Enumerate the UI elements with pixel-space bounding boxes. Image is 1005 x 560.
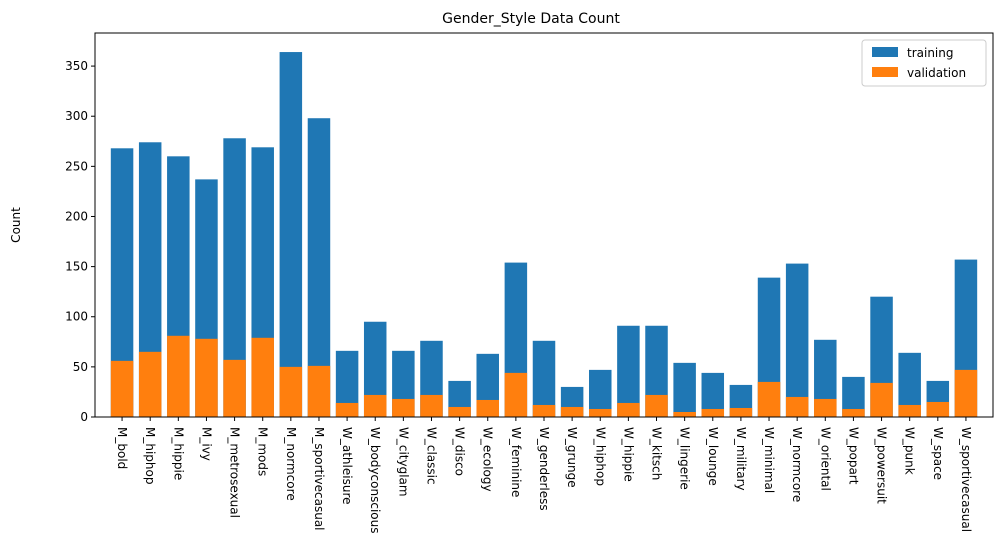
bar-training-W_normcore [785,263,809,417]
bar-validation-M_normcore [279,366,303,417]
x-tick-label: W_feminine [509,427,523,497]
bar-training-W_lingerie [673,362,696,417]
x-tick-label: W_oriental [818,427,832,491]
bar-training-M_hiphop [138,142,162,417]
y-tick-label: 50 [73,360,88,374]
x-tick-label: M_hiphop [143,427,157,484]
bar-validation-W_athleisure [335,402,359,417]
x-tick-label: W_disco [453,427,467,476]
legend-swatch-training [872,47,898,57]
bar-validation-W_hippie [617,402,640,417]
bar-validation-W_space [926,401,950,417]
x-tick-label: W_sportivecasual [959,427,973,532]
bar-validation-W_military [729,407,753,417]
x-tick-label: W_hiphop [593,427,607,486]
bar-training-W_bodyconscious [363,321,387,417]
x-tick-label: W_punk [903,427,917,475]
bar-training-W_hiphop [589,369,612,417]
bar-training-W_popart [842,376,865,417]
bar-validation-M_hiphop [138,351,162,417]
x-tick-label: W_ecology [481,427,495,492]
bar-validation-W_classic [420,394,443,417]
bar-validation-M_mods [251,337,274,417]
bar-validation-W_ecology [476,399,499,417]
x-tick-label: M_sportivecasual [312,427,326,531]
legend-swatch-validation [872,67,898,77]
y-axis: 0 50 100 150 200 250 300 350 [65,59,95,424]
x-tick-label: W_lingerie [678,427,692,490]
y-tick-label: 0 [80,410,88,424]
x-tick-label: W_classic [424,427,438,485]
bar-validation-W_normcore [785,396,809,417]
y-tick-label: 300 [65,109,88,123]
bar-validation-W_lingerie [673,411,696,417]
chart-title: Gender_Style Data Count [442,11,620,27]
bar-validation-W_punk [898,404,921,417]
x-tick-label: W_minimal [762,427,776,493]
bar-validation-M_hippie [167,335,190,417]
x-axis: M_bold M_hiphop M_hippie M_ivy M_metrosexual… [115,417,973,533]
y-axis-label: Count [9,207,23,243]
bar-training-M_sportivecasual [307,118,331,417]
bar-training-W_kitsch [645,325,668,417]
x-tick-label: W_popart [846,427,860,485]
x-tick-label: M_normcore [284,427,298,501]
legend: training validation [861,39,987,87]
bar-training-M_bold [110,148,134,418]
bar-training-M_metrosexual [223,138,246,417]
x-tick-label: W_space [931,427,945,480]
bar-validation-M_sportivecasual [307,365,331,417]
x-tick-label: W_grunge [565,427,579,488]
x-tick-label: W_military [734,427,748,491]
bar-validation-W_lounge [701,408,725,417]
x-tick-label: W_kitsch [650,427,664,480]
bar-training-M_normcore [279,52,303,418]
x-tick-label: M_hippie [171,427,185,480]
bar-validation-W_oriental [814,398,837,417]
bar-training-W_genderless [532,340,556,417]
y-tick-label: 150 [65,260,88,274]
x-tick-label: W_powersuit [875,427,889,504]
bar-validation-W_popart [842,408,865,417]
x-tick-label: W_normcore [790,427,804,502]
x-tick-label: M_ivy [199,427,213,461]
bar-validation-W_feminine [504,372,528,417]
y-tick-label: 250 [65,159,88,173]
legend-label-validation: validation [907,66,966,80]
x-tick-label: M_mods [256,427,270,476]
bar-validation-W_cityglam [392,398,415,417]
x-tick-label: M_metrosexual [228,427,242,518]
x-tick-label: W_athleisure [340,427,354,505]
legend-label-training: training [907,46,954,60]
x-tick-label: W_hippie [621,427,635,482]
bar-validation-W_bodyconscious [363,394,387,417]
y-tick-label: 350 [65,59,88,73]
x-tick-label: W_genderless [537,427,551,511]
x-tick-label: W_lounge [706,427,720,486]
bar-validation-W_hiphop [589,408,612,417]
x-tick-label: M_bold [115,427,129,469]
bar-training-W_punk [898,352,921,417]
y-tick-label: 100 [65,310,88,324]
y-tick-label: 200 [65,209,88,223]
x-tick-label: W_cityglam [396,427,410,497]
bar-training-W_athleisure [335,350,359,417]
bar-validation-W_grunge [560,406,584,417]
bar-validation-W_minimal [757,381,781,417]
bar-validation-W_disco [448,406,471,417]
bar-training-W_lounge [701,372,725,417]
bar-validation-W_sportivecasual [954,369,978,417]
bar-training-W_oriental [814,339,837,417]
bar-validation-M_ivy [195,338,218,417]
bar-validation-M_metrosexual [223,359,246,417]
bar-validation-W_genderless [532,404,556,417]
bar-validation-M_bold [110,360,134,417]
x-tick-label: W_bodyconscious [368,427,382,533]
bar-validation-W_powersuit [870,382,893,417]
plot-frame [94,32,994,418]
bar-training-W_hippie [617,325,640,417]
bars-group [110,52,978,418]
bar-validation-W_kitsch [645,394,668,417]
